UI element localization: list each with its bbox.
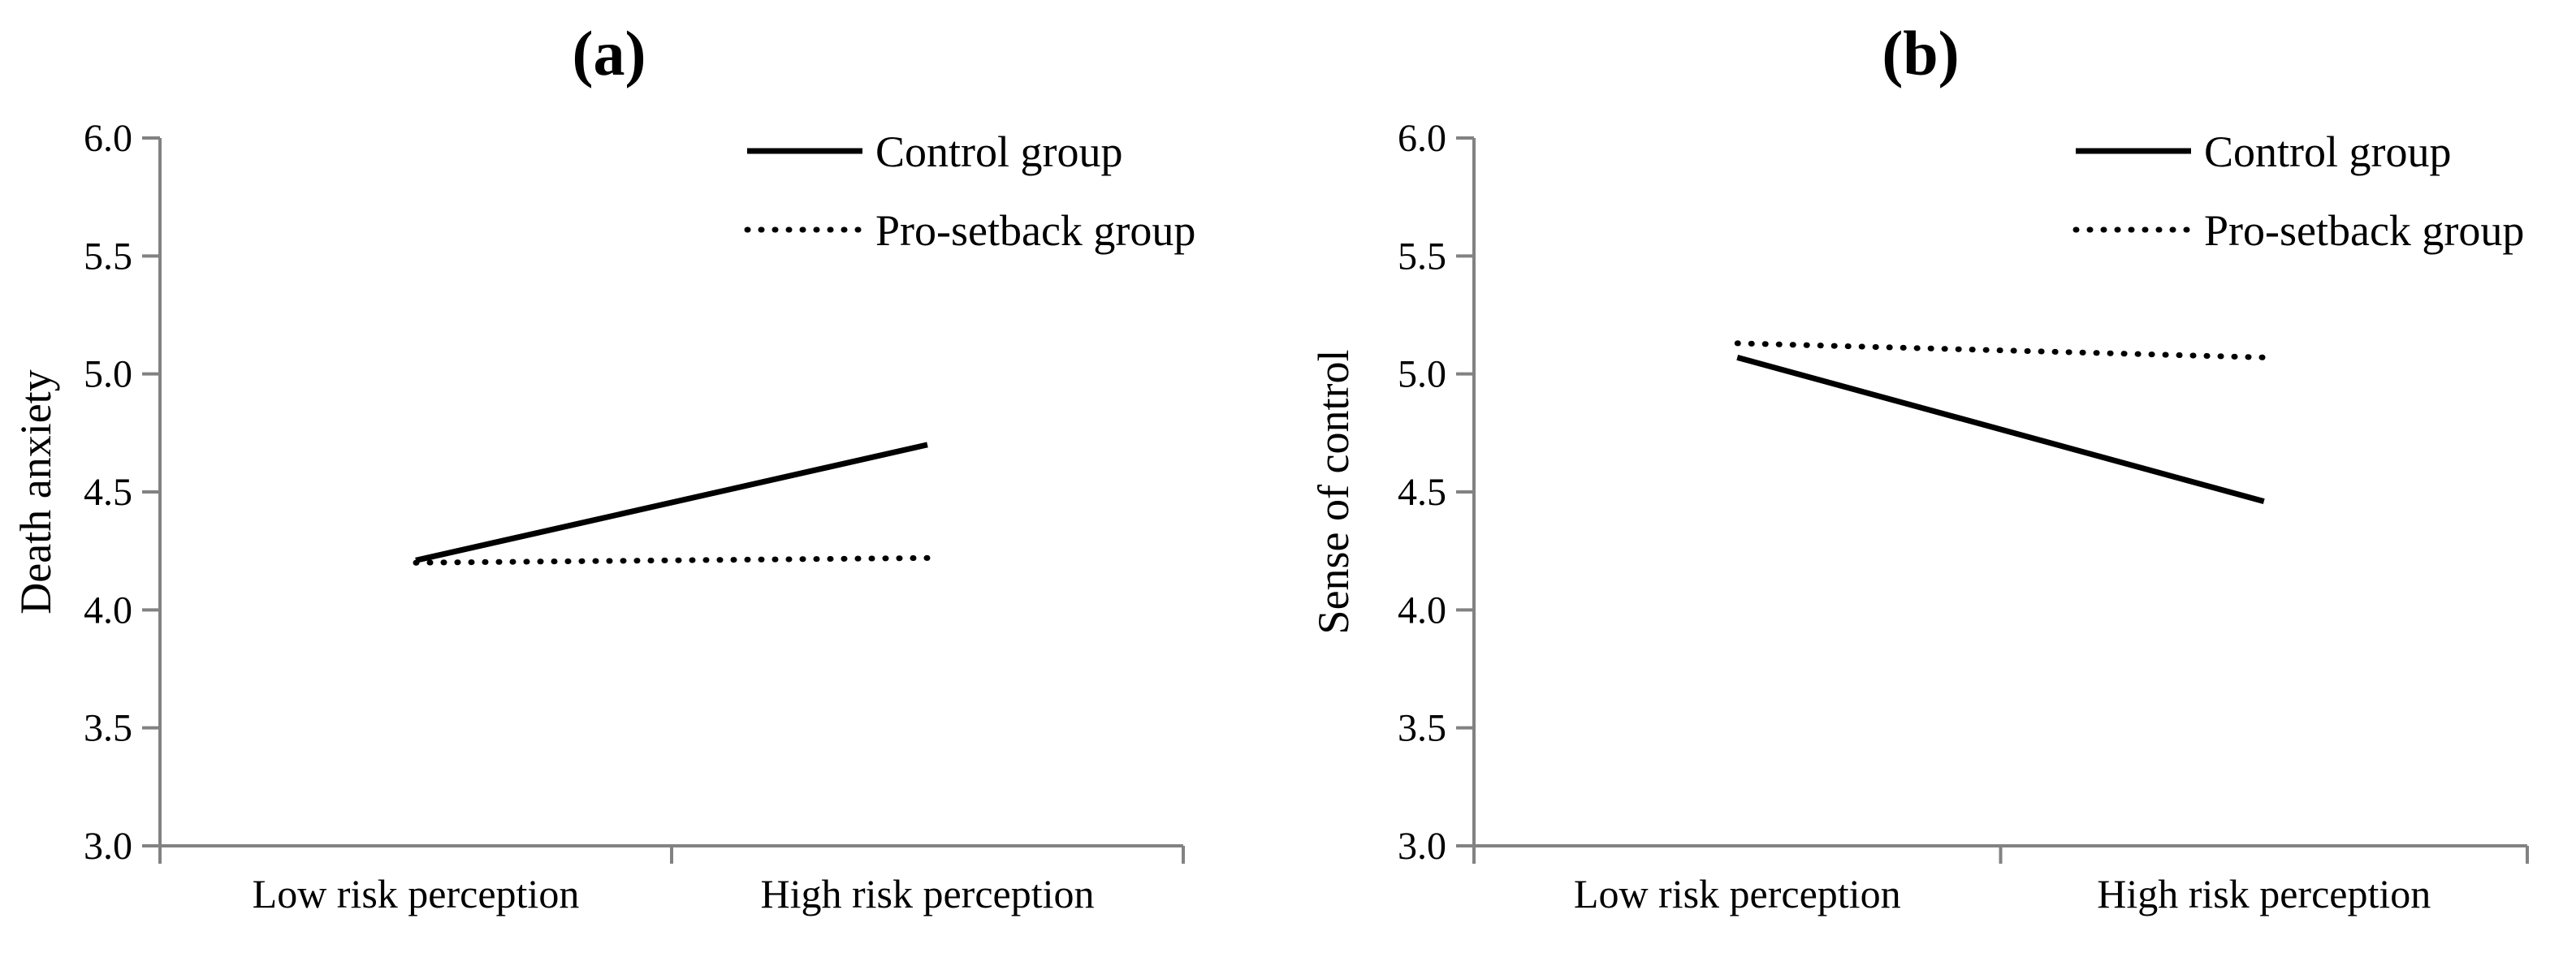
y-tick-label: 3.5 [1398,707,1446,750]
series-line-pro-setback-group [1734,340,2267,360]
y-tick-label: 4.5 [84,471,132,514]
legend: Control group Pro-setback group [744,127,1195,255]
legend-item: Control group [747,127,1123,176]
x-axis-ticks [1472,846,2529,864]
x-axis-ticks [158,846,1185,864]
legend-label: Pro-setback group [875,206,1195,255]
y-tick-label: 3.5 [84,707,132,750]
y-tick-label: 6.0 [1398,117,1446,160]
y-tick-label: 5.5 [1398,235,1446,278]
panel-b: (b) 6.0 5.5 5.0 4.5 4.0 3.5 3.0 Low risk percept… [1309,18,2529,916]
panel-a: (a) 6.0 5.5 5.0 4.5 4.0 3.5 3.0 Low risk percept… [11,18,1195,916]
y-tick-label: 5.5 [84,235,132,278]
y-axis-ticks: 6.0 5.5 5.0 4.5 4.0 3.5 3.0 [1398,117,1474,868]
y-tick-label: 4.0 [84,589,132,632]
y-tick-label: 3.0 [1398,825,1446,868]
y-tick-label: 6.0 [84,117,132,160]
panel-label: (b) [1882,18,1959,88]
y-axis-label: Death anxiety [11,369,60,614]
x-category-label: Low risk perception [1574,871,1901,916]
x-category-label: Low risk perception [253,871,580,916]
series-line-pro-setback-group [413,554,931,566]
y-tick-label: 4.0 [1398,589,1446,632]
legend-label: Pro-setback group [2204,206,2524,255]
y-tick-label: 5.0 [84,353,132,396]
y-tick-label: 3.0 [84,825,132,868]
legend: Control group Pro-setback group [2072,127,2524,255]
legend-label: Control group [875,127,1123,176]
legend-item: Pro-setback group [2072,206,2524,255]
y-tick-label: 5.0 [1398,353,1446,396]
panel-label: (a) [573,18,646,88]
legend-label: Control group [2204,127,2452,176]
x-category-label: High risk perception [760,871,1094,916]
y-axis-ticks: 6.0 5.5 5.0 4.5 4.0 3.5 3.0 [84,117,160,868]
series-line-control-group [1736,354,2265,505]
series-line-control-group [415,442,928,563]
y-axis-label: Sense of control [1309,350,1358,635]
y-tick-label: 4.5 [1398,471,1446,514]
x-category-label: High risk perception [2097,871,2431,916]
legend-item: Pro-setback group [744,206,1195,255]
legend-item: Control group [2076,127,2452,176]
